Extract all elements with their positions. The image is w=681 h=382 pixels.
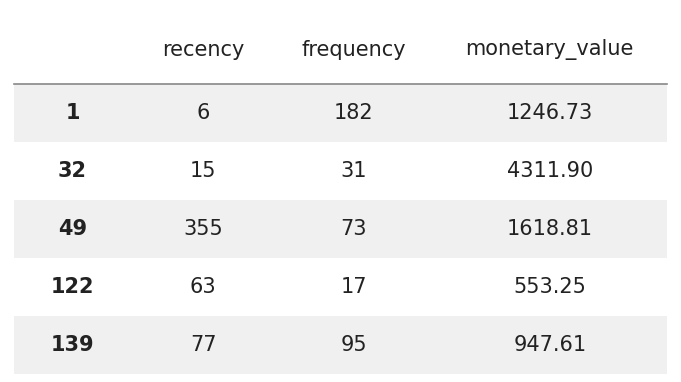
Text: 1: 1 [65, 103, 80, 123]
Text: 553.25: 553.25 [513, 277, 586, 297]
Bar [14, 84, 667, 142]
Text: 73: 73 [340, 219, 367, 239]
Text: 17: 17 [340, 277, 367, 297]
Text: 182: 182 [334, 103, 373, 123]
Text: 31: 31 [340, 161, 367, 181]
Text: monetary_value: monetary_value [466, 39, 634, 60]
Text: 32: 32 [58, 161, 87, 181]
Text: 355: 355 [183, 219, 223, 239]
Text: 122: 122 [50, 277, 94, 297]
Text: 95: 95 [340, 335, 367, 355]
Text: frequency: frequency [301, 40, 406, 60]
Text: 139: 139 [50, 335, 94, 355]
Text: 49: 49 [58, 219, 87, 239]
Bar [14, 316, 667, 374]
Text: 77: 77 [190, 335, 217, 355]
Text: 4311.90: 4311.90 [507, 161, 593, 181]
Text: 947.61: 947.61 [513, 335, 586, 355]
Text: 15: 15 [190, 161, 217, 181]
Text: recency: recency [162, 40, 244, 60]
Text: 63: 63 [190, 277, 217, 297]
Text: 6: 6 [197, 103, 210, 123]
Bar [14, 200, 667, 258]
Bar [14, 142, 667, 200]
Text: 1246.73: 1246.73 [507, 103, 593, 123]
Bar [14, 258, 667, 316]
Text: 1618.81: 1618.81 [507, 219, 592, 239]
